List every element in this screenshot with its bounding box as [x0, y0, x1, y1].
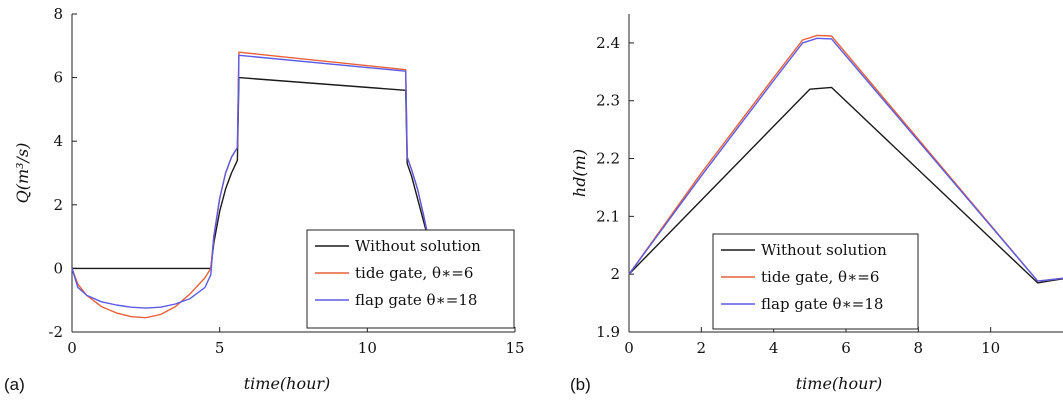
legend-entry-3: flap gate θ∗=18	[355, 291, 477, 309]
y-tick-label: 4	[53, 132, 63, 150]
y-tick-label: 8	[53, 5, 63, 23]
x-tick-label: 6	[841, 339, 851, 357]
chart-panel-2: 0 2 4 6 8 10 1.9 2 2.1 2.2 2.3 2.4 time(hour) hd(m) (b…	[570, 14, 1063, 394]
y-tick-label: 2.4	[596, 34, 620, 52]
series-line-3	[628, 37, 1063, 282]
x-tick-label: 15	[505, 339, 524, 357]
y-tick-label: 2	[53, 196, 63, 214]
y-tick-label: 2.2	[596, 150, 620, 168]
y-axis-label: Q(m³/s)	[13, 143, 32, 204]
y-tick-label: 6	[53, 69, 63, 87]
x-tick-label: 0	[624, 339, 634, 357]
x-tick-label: 10	[358, 339, 377, 357]
y-tick-label: 0	[53, 259, 63, 277]
legend: Without solution tide gate, θ∗=6 flap gate…	[712, 233, 919, 330]
x-axis-label: time(hour)	[244, 374, 331, 393]
legend-entry-3: flap gate θ∗=18	[761, 295, 883, 313]
y-tick-label: 2.3	[596, 92, 620, 110]
y-axis-label: hd(m)	[570, 149, 589, 197]
y-tick-label: -2	[48, 323, 63, 341]
series-line-1	[628, 86, 1063, 284]
legend-entry-2: tide gate, θ∗=6	[355, 264, 473, 282]
legend-entry-1: Without solution	[355, 237, 481, 255]
panel-label: (a)	[4, 375, 25, 394]
y-tick-label: 2.1	[596, 207, 620, 225]
y-tick-label: 1.9	[596, 323, 620, 341]
x-tick-label: 8	[914, 339, 924, 357]
series-line-3	[71, 54, 431, 309]
y-tick-label: 2	[610, 265, 620, 283]
x-tick-label: 2	[697, 339, 707, 357]
x-tick-label: 4	[769, 339, 779, 357]
legend-entry-1: Without solution	[761, 241, 887, 259]
chart-panel-1: 0 5 10 15-202468time(hour)Q(m³/s)(a)Without…	[4, 5, 525, 394]
legend-entry-2: tide gate, θ∗=6	[761, 268, 879, 286]
x-axis-label: time(hour)	[796, 374, 883, 393]
legend: Without solution tide gate, θ∗=6 flap gate…	[306, 229, 515, 329]
x-tick-label: 0	[67, 339, 77, 357]
panel-label: (b)	[570, 375, 591, 394]
x-tick-label: 5	[215, 339, 225, 357]
x-tick-label: 10	[981, 339, 1000, 357]
